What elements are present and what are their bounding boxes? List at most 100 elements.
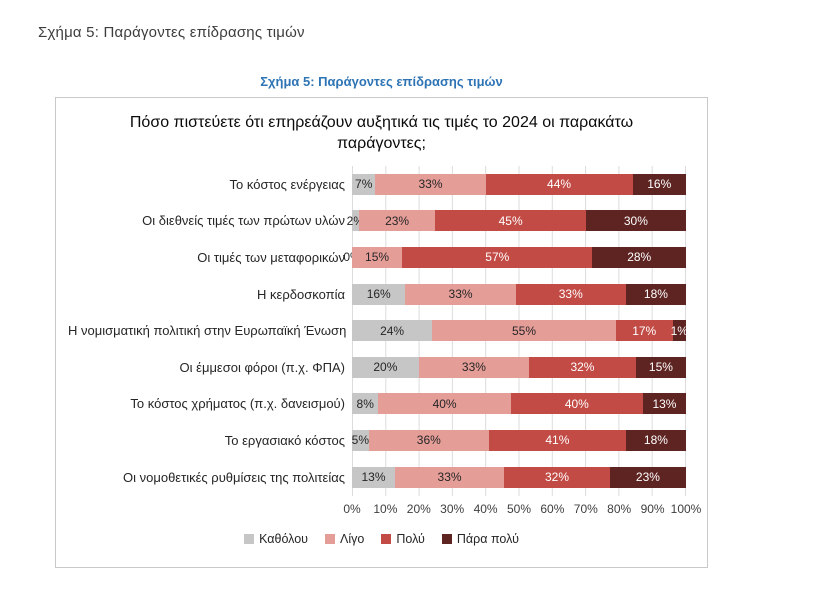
bar-segment: 44% (485, 173, 633, 195)
bar-segment: 15% (352, 246, 403, 268)
segment-value-label: 20% (373, 360, 398, 375)
page-heading: Σχήμα 5: Παράγοντες επίδρασης τιμών (38, 24, 305, 41)
bar-segment: 7% (352, 173, 376, 195)
segment-value-label: 44% (547, 177, 572, 192)
bar-segment: 18% (625, 283, 686, 305)
category-label: Η κερδοσκοπία (257, 286, 345, 302)
bar-segment: 24% (352, 320, 433, 342)
x-tick-label: 40% (473, 502, 498, 516)
bar-segment: 55% (432, 320, 616, 342)
bar-segment: 30% (585, 210, 686, 232)
bar-segment: 28% (592, 246, 686, 268)
chart-row: Το εργασιακό κόστος 5% 36% 41% 18% (68, 422, 686, 459)
chart-row: Οι τιμές των μεταφορικών0%15%57%28% (68, 239, 686, 276)
segment-value-label: 13% (652, 396, 677, 411)
bar-segment: 23% (358, 210, 436, 232)
segment-value-label: 45% (498, 213, 523, 228)
chart-row: Το κόστος χρήματος (π.χ. δανεισμού) 8% 40%… (68, 386, 686, 423)
segment-value-label: 36% (416, 433, 441, 448)
bar-track: 20% 33% 32% 15% (352, 356, 686, 378)
bar-track: 24% 55% 17% 1% (352, 320, 688, 342)
chart-row: Οι νομοθετικές ρυθμίσεις της πολιτείας 13… (68, 459, 686, 496)
segment-value-label: 55% (511, 323, 537, 338)
segment-value-label: 33% (418, 177, 443, 192)
x-tick-label: 20% (406, 502, 431, 516)
bar-segment: 18% (625, 429, 686, 451)
plot-rows: Το κόστος ενέργειας 7% 33% 44% 16% Οι διεθνεί… (68, 166, 688, 496)
bar-segment: 5% (351, 429, 370, 451)
bar-segment: 17% (615, 320, 673, 342)
bar-track: 7% 33% 44% 16% (352, 173, 686, 195)
bar-segment: 20% (352, 356, 419, 378)
bar-segment: 2% (347, 210, 364, 232)
bar-segment: 33% (375, 173, 486, 195)
segment-value-label: 40% (564, 396, 589, 411)
category-label: Οι νομοθετικές ρυθμίσεις της πολιτείας (123, 469, 345, 485)
bar-segment: 8% (352, 393, 379, 415)
bar-track: 16% 33% 33% 18% (352, 283, 686, 305)
chart-title: Πόσο πιστεύετε ότι επηρεάζουν αυξητικά τ… (129, 114, 634, 153)
segment-value-label: 1% (670, 323, 688, 338)
segment-value-label: 18% (643, 433, 668, 448)
legend-swatch (441, 534, 452, 544)
chart-row: Το κόστος ενέργειας 7% 33% 44% 16% (68, 166, 686, 203)
segment-value-label: 33% (558, 287, 583, 302)
segment-value-label: 13% (361, 470, 386, 485)
x-tick-label: 10% (373, 502, 398, 516)
bar-segment: 16% (352, 283, 406, 305)
x-tick-label: 100% (670, 502, 702, 516)
segment-value-label: 15% (365, 250, 390, 265)
chart-row: Η κερδοσκοπία 16% 33% 33% 18% (68, 276, 686, 313)
segment-value-label: 28% (627, 250, 652, 265)
segment-value-label: 57% (485, 250, 510, 265)
bar-segment: 16% (632, 173, 686, 195)
legend-label: Λίγο (340, 532, 365, 546)
category-label: Το κόστος χρήματος (π.χ. δανεισμού) (130, 396, 345, 412)
category-label: Το εργασιακό κόστος (224, 432, 345, 448)
legend-label: Καθόλου (259, 532, 309, 546)
segment-value-label: 40% (432, 396, 457, 411)
bar-segment: 23% (609, 466, 686, 488)
segment-value-label: 16% (366, 287, 391, 302)
segment-value-label: 5% (351, 433, 370, 448)
bar-segment: 33% (394, 466, 505, 488)
x-tick-label: 90% (640, 502, 665, 516)
bar-track: 0%15%57%28% (343, 246, 686, 268)
bar-segment: 33% (515, 283, 626, 305)
category-label: Οι διεθνείς τιμές των πρώτων υλών (142, 213, 345, 229)
x-tick-label: 80% (607, 502, 632, 516)
chart-row: Οι έμμεσοι φόροι (π.χ. ΦΠΑ) 20% 33% 32% 15% (68, 349, 686, 386)
segment-value-label: 16% (647, 177, 672, 192)
bar-track: 8% 40% 40% 13% (352, 393, 686, 415)
x-tick-label: 70% (573, 502, 598, 516)
bar-segment: 41% (488, 429, 626, 451)
category-label: Το κόστος ενέργειας (229, 176, 345, 192)
legend-label: Πάρα πολύ (456, 532, 519, 546)
figure-caption: Σχήμα 5: Παράγοντες επίδρασης τιμών (260, 74, 503, 89)
bar-segment: 45% (435, 210, 586, 232)
bar-segment: 40% (510, 393, 643, 415)
legend-item: Καθόλου (244, 532, 308, 546)
category-label: Οι έμμεσοι φόροι (π.χ. ΦΠΑ) (179, 359, 345, 375)
bar-segment: 15% (635, 356, 686, 378)
bar-track: 13% 33% 32% 23% (352, 466, 686, 488)
bar-segment: 13% (642, 393, 686, 415)
bar-track: 2% 23% 45% 30% (347, 210, 686, 232)
x-tick-label: 60% (540, 502, 565, 516)
legend-label: Πολύ (396, 532, 425, 546)
bar-segment: 40% (378, 393, 511, 415)
chart-container: Πόσο πιστεύετε ότι επηρεάζουν αυξητικά τ… (55, 97, 708, 568)
x-axis: 0% 10% 20% 30% 40% 50% 60% 70% 80% 90% 100% (343, 502, 701, 518)
legend-item: Πάρα πολύ (441, 532, 519, 546)
bar-segment: 32% (504, 466, 610, 488)
segment-value-label: 23% (635, 470, 660, 485)
segment-value-label: 33% (437, 470, 462, 485)
x-tick-label: 50% (506, 502, 532, 516)
chart-row: Η νομισματική πολιτική στην Ευρωπαϊκή Έν… (68, 312, 688, 349)
x-tick-label: 30% (440, 502, 465, 516)
chart-row: Οι διεθνείς τιμές των πρώτων υλών 2% 23% 45… (68, 203, 686, 240)
category-label: Η νομισματική πολιτική στην Ευρωπαϊκή Έν… (68, 323, 347, 339)
bar-track: 5% 36% 41% 18% (351, 429, 686, 451)
bar-segment: 33% (418, 356, 530, 378)
segment-value-label: 8% (356, 396, 374, 411)
